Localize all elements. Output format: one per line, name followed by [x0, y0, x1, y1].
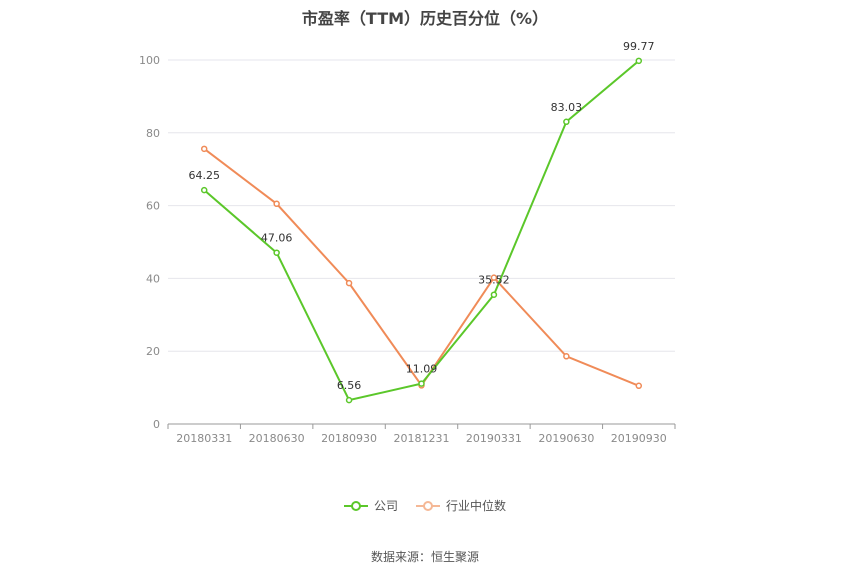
legend-line-icon: [416, 500, 440, 511]
data-label: 64.25: [188, 169, 220, 182]
x-tick-label: 20180930: [321, 432, 377, 445]
data-point: [635, 57, 643, 65]
data-point: [273, 249, 280, 256]
data-point: [563, 353, 570, 360]
x-tick-label: 20180630: [249, 432, 305, 445]
x-tick-label: 20190630: [538, 432, 594, 445]
x-tick-label: 20190930: [611, 432, 667, 445]
legend-item-industry-median[interactable]: 行业中位数: [416, 497, 506, 514]
data-point: [200, 186, 208, 194]
y-tick-label: 40: [146, 272, 160, 285]
chart-title: 市盈率（TTM）历史百分位（%）: [301, 9, 549, 28]
y-tick-label: 20: [146, 345, 160, 358]
series-line: [203, 148, 640, 388]
y-tick-label: 60: [146, 200, 160, 213]
data-label: 6.56: [337, 379, 362, 392]
y-tick-label: 80: [146, 127, 160, 140]
legend-item-company[interactable]: 公司: [343, 497, 398, 514]
data-label: 35.52: [478, 274, 510, 287]
data-point: [345, 396, 353, 404]
x-tick-label: 20181231: [394, 432, 450, 445]
data-point: [345, 279, 353, 287]
data-point: [418, 380, 425, 387]
x-tick-label: 20180331: [176, 432, 232, 445]
data-label: 11.09: [406, 363, 438, 376]
data-label: 99.77: [623, 40, 655, 53]
legend-label-company: 公司: [373, 499, 398, 513]
legend-line-icon: [343, 500, 368, 511]
data-label: 47.06: [261, 232, 293, 245]
data-point: [635, 382, 643, 390]
data-label: 83.03: [551, 101, 583, 114]
data-source: 数据来源：恒生聚源: [370, 550, 479, 564]
data-point: [273, 200, 280, 208]
data-point: [490, 274, 498, 281]
data-point: [200, 145, 208, 153]
legend: 公司 行业中位数: [0, 497, 850, 514]
data-point: [490, 291, 498, 298]
data-point: [563, 118, 570, 126]
legend-label-industry-median: 行业中位数: [446, 499, 507, 513]
y-tick-label: 0: [153, 418, 160, 431]
y-tick-label: 100: [139, 54, 160, 67]
x-tick-label: 20190331: [466, 432, 522, 445]
